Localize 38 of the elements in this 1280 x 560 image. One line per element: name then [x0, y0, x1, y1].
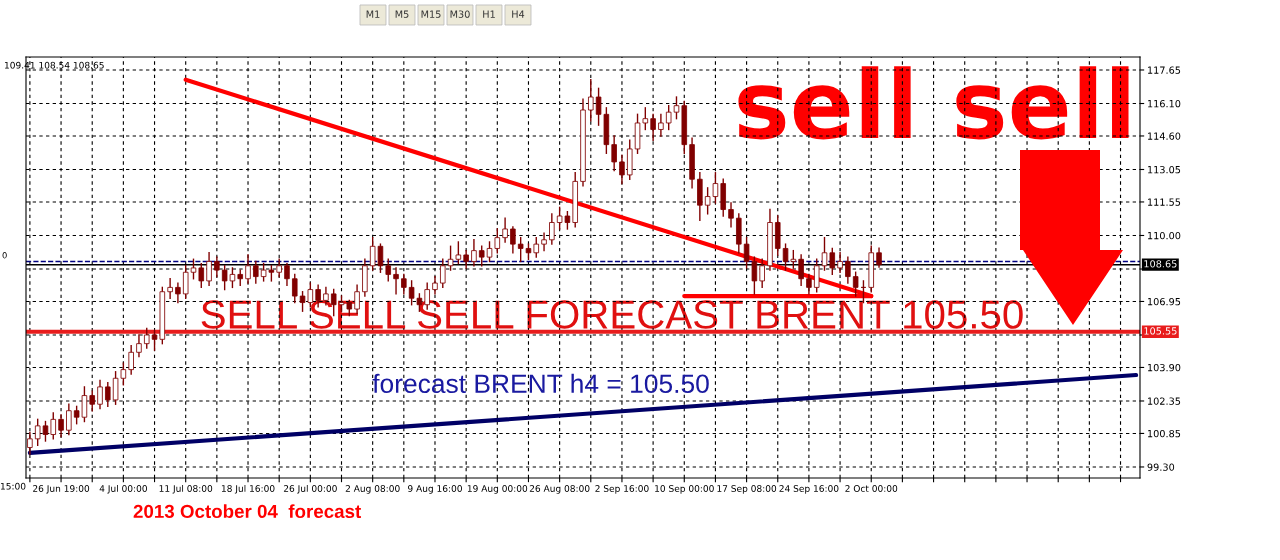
y-tick-label: 106.95: [1148, 297, 1181, 306]
x-tick-label: 26 Aug 08:00: [529, 485, 590, 494]
y-tick-label: 110.00: [1148, 231, 1181, 240]
text: 2013 October 04 forecast: [133, 504, 362, 519]
x-tick-label: 19 Aug 00:00: [467, 485, 528, 494]
text: M5: [395, 10, 409, 18]
text: 0: [2, 252, 7, 259]
x-tick-label: 18 Jul 16:00: [221, 484, 275, 494]
x-tick-label: 2 Aug 08:00: [345, 485, 400, 494]
text: M1: [366, 10, 380, 18]
x-tick-label: 26 Jun 19:00: [33, 485, 90, 494]
text: H4: [512, 10, 525, 18]
x-tick-label: 2 Sep 16:00: [595, 485, 649, 494]
y-tick-label: 99.30: [1147, 463, 1175, 471]
x-tick-label: 17 Sep 08:00: [717, 485, 777, 494]
annotation: sell sell: [738, 66, 1129, 140]
text: H1: [483, 10, 495, 18]
y-tick-label: 113.05: [1148, 165, 1181, 174]
y-tick-label: 114.60: [1148, 132, 1181, 140]
x-tick-label: 9 Aug 16:00: [407, 485, 462, 494]
y-tick-label: 117.65: [1148, 66, 1181, 74]
x-tick-label: 26 Jul 00:00: [283, 484, 337, 494]
text: 15:00: [0, 482, 26, 490]
x-tick-label: 10 Sep 00:00: [655, 485, 714, 494]
x-tick-label: 2 Oct 00:00: [845, 485, 898, 492]
ref-line-label: 108.65: [1144, 260, 1177, 268]
y-tick-label: 102.35: [1148, 397, 1181, 405]
text: M15: [421, 10, 441, 18]
text: M30: [450, 10, 470, 18]
x-tick-label: 11 Jul 08:00: [159, 484, 213, 494]
y-tick-label: 116.10: [1148, 99, 1181, 108]
y-tick-label: 103.90: [1148, 363, 1181, 372]
x-tick-label: 24 Sep 16:00: [779, 485, 839, 494]
x-tick-label: 4 Jul 00:00: [99, 484, 147, 494]
y-tick-label: 100.85: [1148, 429, 1181, 438]
ref-line-label: 105.55: [1144, 327, 1177, 335]
y-tick-label: 111.55: [1148, 198, 1181, 206]
annotation: forecast BRENT h4 = 105.50: [372, 373, 709, 394]
